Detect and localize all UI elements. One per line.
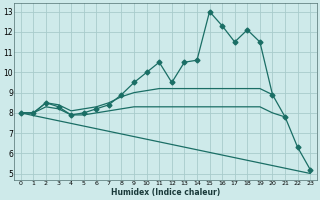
X-axis label: Humidex (Indice chaleur): Humidex (Indice chaleur) (111, 188, 220, 197)
